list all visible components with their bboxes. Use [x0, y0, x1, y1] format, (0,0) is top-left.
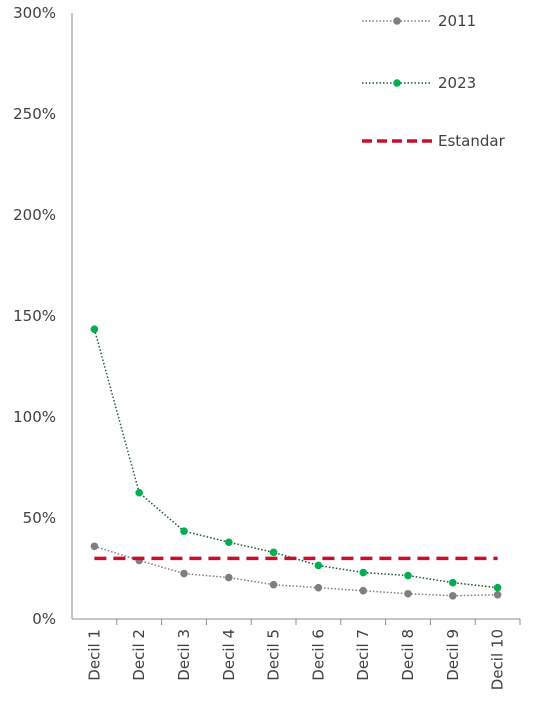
y-tick-label: 50%: [23, 509, 56, 527]
x-tick-label: Decil 3: [175, 629, 193, 681]
series-line-2023: [93, 328, 498, 589]
legend-marker: [393, 17, 401, 25]
legend-item-2011: 2011: [362, 12, 476, 30]
chart-legend: 2011 2023 Estandar: [362, 12, 506, 150]
data-point-2023: [90, 325, 99, 333]
y-tick-label: 0%: [32, 610, 56, 628]
y-tick-label: 150%: [13, 307, 56, 325]
data-point-2011: [359, 586, 368, 595]
data-point-2011: [314, 583, 323, 592]
data-point-2023: [359, 568, 368, 577]
data-point-2023: [180, 527, 188, 535]
x-tick-label: Decil 4: [220, 629, 238, 681]
legend-label: 2023: [438, 74, 476, 92]
y-tick-label: 200%: [13, 206, 56, 224]
y-tick-label: 300%: [13, 4, 56, 22]
legend-label: 2011: [438, 12, 476, 30]
x-axis-ticks: Decil 1 Decil 2 Decil 3 Decil 4 Decil 5 Decil…: [85, 619, 521, 690]
y-tick-label: 100%: [13, 408, 56, 426]
y-tick-label: 250%: [13, 105, 56, 123]
data-point-2023: [225, 538, 233, 547]
x-tick-label: Decil 8: [399, 629, 417, 681]
legend-item-estandar: Estandar: [362, 132, 506, 150]
series-2011: [90, 542, 502, 600]
x-tick-label: Decil 1: [85, 629, 103, 681]
series-line-2011: [94, 545, 498, 597]
data-point-2023: [135, 488, 143, 497]
x-tick-label: Decil 6: [309, 629, 327, 681]
data-point-2023: [449, 578, 457, 587]
legend-item-2023: 2023: [362, 74, 476, 92]
data-point-2023: [314, 561, 323, 570]
data-point-2011: [449, 591, 457, 600]
y-axis-ticks: 0% 50% 100% 150% 200% 250% 300%: [13, 4, 56, 628]
x-tick-label: Decil 5: [265, 629, 283, 681]
data-point-2011: [180, 569, 188, 578]
data-point-2011: [269, 580, 278, 589]
legend-marker: [393, 79, 401, 87]
data-point-2011: [90, 542, 99, 551]
data-point-2023: [404, 571, 412, 580]
series-2023: [90, 325, 502, 592]
data-point-2011: [225, 573, 233, 582]
chart-series: [90, 325, 502, 600]
data-point-2023: [269, 548, 278, 557]
x-tick-label: Decil 7: [354, 629, 372, 681]
x-tick-label: Decil 9: [444, 629, 462, 681]
chart-axes: [71, 13, 520, 620]
legend-label: Estandar: [438, 132, 506, 150]
data-point-2023: [493, 583, 502, 592]
x-tick-label: Decil 2: [130, 629, 148, 681]
x-tick-label: Decil 10: [489, 629, 507, 690]
data-point-2011: [493, 590, 502, 599]
data-point-2011: [404, 589, 412, 598]
